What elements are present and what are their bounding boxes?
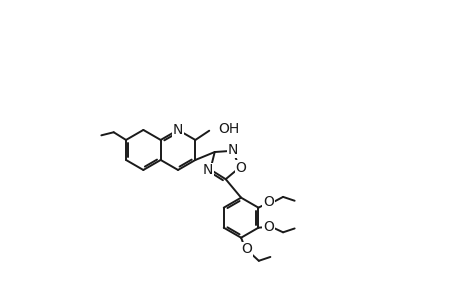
Text: O: O	[235, 160, 246, 175]
Text: N: N	[227, 143, 237, 157]
Text: O: O	[263, 195, 273, 209]
Text: OH: OH	[218, 122, 239, 136]
Text: O: O	[241, 242, 252, 256]
Text: N: N	[173, 123, 183, 137]
Text: N: N	[202, 164, 213, 177]
Text: O: O	[263, 220, 273, 234]
